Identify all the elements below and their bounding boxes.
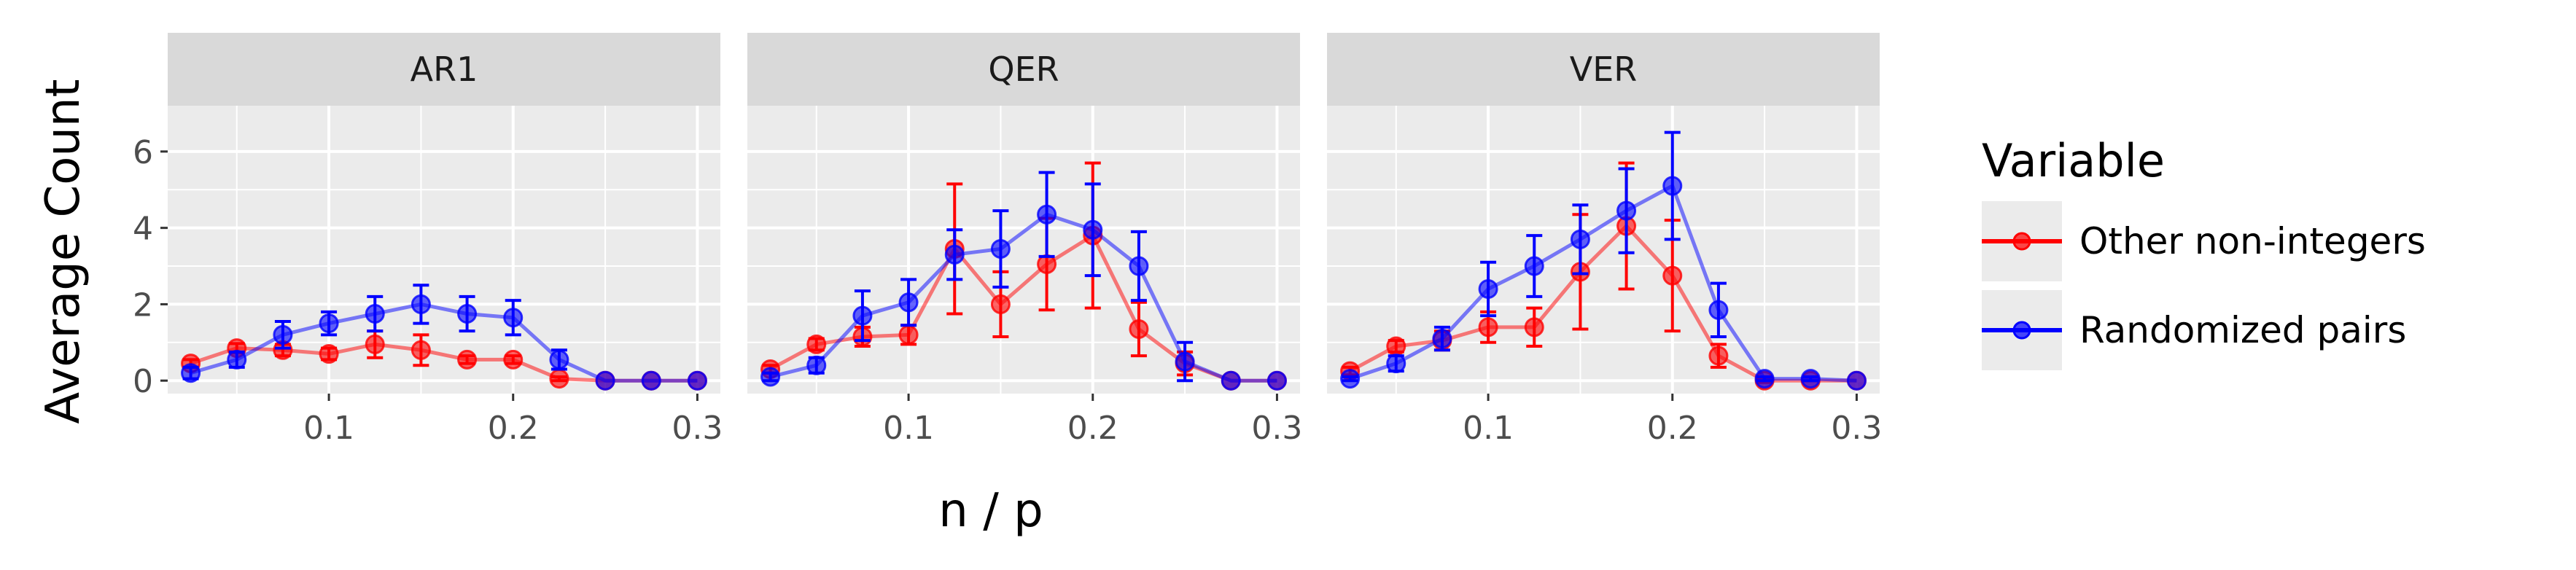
data-point — [319, 344, 339, 364]
legend-key-point-1 — [2012, 321, 2031, 340]
facet-strip — [747, 33, 1300, 106]
data-point — [503, 349, 524, 370]
y-tick-label: 4 — [133, 211, 153, 248]
data-point — [457, 349, 478, 370]
data-point — [1708, 300, 1729, 320]
data-point — [273, 324, 293, 345]
data-point — [1037, 254, 1057, 274]
data-point — [365, 304, 385, 324]
x-tick-label: 0.2 — [1067, 410, 1118, 447]
panel-background — [747, 106, 1300, 394]
data-point — [687, 370, 707, 391]
data-point — [1754, 369, 1775, 389]
data-point — [641, 370, 661, 391]
data-point — [852, 305, 873, 326]
data-point — [1221, 370, 1241, 391]
data-point — [806, 334, 827, 354]
data-point — [1266, 370, 1287, 391]
data-point — [1386, 336, 1406, 356]
data-point — [898, 292, 919, 313]
data-point — [595, 370, 615, 391]
legend-label-0: Other non-integers — [2079, 220, 2426, 262]
series-randomized-pairs — [760, 171, 1287, 391]
data-point — [1662, 265, 1683, 286]
data-point — [549, 369, 569, 389]
data-point — [410, 294, 431, 314]
data-point — [1846, 370, 1867, 391]
data-point — [457, 304, 478, 324]
data-point — [365, 334, 385, 354]
x-tick-label: 0.3 — [672, 410, 723, 447]
x-axis-title: n / p — [938, 484, 1043, 538]
x-tick-label: 0.3 — [1251, 410, 1302, 447]
data-point — [1175, 351, 1195, 372]
facet-label: AR1 — [410, 50, 478, 89]
facet-label: VER — [1570, 50, 1638, 89]
data-point — [1800, 369, 1821, 389]
data-point — [898, 324, 919, 345]
panels-layer: AR1 0.1 0.2 0.3 0 2 4 6 QER 0.1 0.2 0.3 VER 0.1 0.2 0.3 — [133, 33, 1882, 447]
data-point — [410, 340, 431, 360]
series-randomized-pairs — [181, 284, 707, 391]
data-point — [1340, 369, 1361, 389]
data-point — [1524, 317, 1544, 337]
panel-qer: QER 0.1 0.2 0.3 — [747, 33, 1302, 447]
data-point — [990, 238, 1011, 259]
facet-strip — [1327, 33, 1880, 106]
x-tick-label: 0.3 — [1831, 410, 1882, 447]
data-point — [1037, 204, 1057, 225]
panel-ar1: AR1 0.1 0.2 0.3 0 2 4 6 — [133, 33, 723, 447]
y-tick-label: 2 — [133, 286, 153, 324]
y-axis-title: Average Count — [36, 79, 90, 423]
data-point — [1616, 200, 1637, 221]
data-point — [1662, 176, 1683, 196]
legend-label-1: Randomized pairs — [2079, 309, 2406, 351]
data-point — [1524, 256, 1544, 276]
data-point — [1708, 345, 1729, 366]
x-tick-label: 0.1 — [883, 410, 934, 447]
legend-key-point-0 — [2012, 232, 2031, 251]
x-tick-label: 0.1 — [1463, 410, 1514, 447]
data-point — [944, 244, 965, 265]
facet-strip — [168, 33, 720, 106]
data-point — [319, 313, 339, 334]
facet-label: QER — [988, 50, 1059, 89]
panel-ver: VER 0.1 0.2 0.3 — [1327, 33, 1882, 447]
series-randomized-pairs — [1340, 130, 1867, 391]
data-point — [1432, 329, 1452, 349]
y-tick-label: 0 — [133, 363, 153, 400]
data-point — [1570, 229, 1590, 249]
data-point — [227, 349, 247, 370]
data-point — [1129, 256, 1149, 276]
data-point — [1386, 354, 1406, 374]
x-tick-label: 0.1 — [303, 410, 354, 447]
data-point — [760, 367, 781, 387]
data-point — [503, 308, 524, 328]
data-point — [1478, 317, 1498, 337]
data-point — [1129, 319, 1149, 339]
data-point — [1478, 278, 1498, 299]
data-point — [549, 349, 569, 370]
x-tick-label: 0.2 — [488, 410, 539, 447]
x-tick-label: 0.2 — [1647, 410, 1698, 447]
y-tick-label: 6 — [133, 134, 153, 171]
legend: Variable Other non-integers Randomized p… — [1982, 134, 2426, 370]
data-point — [1083, 219, 1103, 240]
legend-title: Variable — [1982, 134, 2165, 187]
data-point — [990, 294, 1011, 314]
data-point — [806, 355, 827, 375]
data-point — [181, 363, 201, 383]
